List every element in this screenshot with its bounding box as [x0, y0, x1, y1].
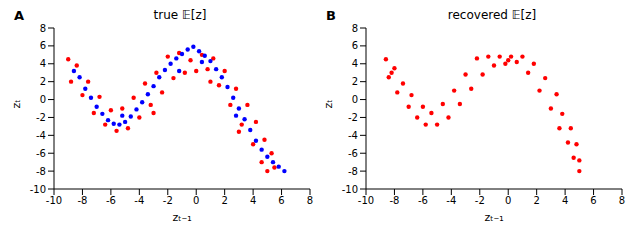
svg-text:2: 2: [221, 195, 227, 206]
svg-text:-4: -4: [446, 195, 456, 206]
svg-text:-2: -2: [348, 112, 358, 123]
svg-text:zₜ: zₜ: [322, 99, 335, 108]
svg-text:-10: -10: [358, 195, 374, 206]
svg-text:zₜ: zₜ: [10, 99, 23, 108]
svg-text:-4: -4: [134, 195, 144, 206]
html-text:true 𝔼[z]: true 𝔼[z]: [153, 8, 207, 22]
svg-text:4: 4: [40, 58, 46, 69]
svg-text:0: 0: [193, 195, 199, 206]
svg-text:-2: -2: [163, 195, 173, 206]
html-text:A: A: [14, 8, 25, 23]
svg-text:0: 0: [352, 94, 358, 105]
html-text:B: B: [326, 8, 336, 23]
svg-text:-6: -6: [418, 195, 428, 206]
svg-text:8: 8: [307, 195, 313, 206]
svg-text:6: 6: [278, 195, 284, 206]
svg-text:8: 8: [40, 24, 46, 34]
svg-text:6: 6: [590, 195, 596, 206]
html-text:recovered 𝔼[z]: recovered 𝔼[z]: [447, 8, 537, 22]
svg-text:-10: -10: [342, 184, 358, 195]
svg-text:6: 6: [352, 40, 358, 51]
svg-text:-6: -6: [348, 148, 358, 159]
svg-text:zₜ₋₁: zₜ₋₁: [172, 211, 191, 221]
svg-text:-2: -2: [475, 195, 485, 206]
svg-text:-8: -8: [389, 195, 399, 206]
svg-text:8: 8: [619, 195, 625, 206]
svg-text:4: 4: [562, 195, 568, 206]
svg-text:-2: -2: [36, 112, 46, 123]
svg-text:-10: -10: [46, 195, 62, 206]
svg-text:0: 0: [40, 94, 46, 105]
svg-text:2: 2: [533, 195, 539, 206]
svg-text:-4: -4: [36, 130, 46, 141]
svg-text:-10: -10: [30, 184, 46, 195]
svg-text:-8: -8: [348, 166, 358, 177]
svg-text:-8: -8: [77, 195, 87, 206]
svg-text:2: 2: [40, 76, 46, 87]
svg-text:2: 2: [352, 76, 358, 87]
svg-text:-4: -4: [348, 130, 358, 141]
svg-text:4: 4: [352, 58, 358, 69]
svg-text:zₜ₋₁: zₜ₋₁: [484, 211, 503, 221]
svg-text:-6: -6: [106, 195, 116, 206]
svg-text:0: 0: [505, 195, 511, 206]
svg-text:8: 8: [352, 24, 358, 34]
svg-text:-8: -8: [36, 166, 46, 177]
svg-text:4: 4: [250, 195, 256, 206]
svg-text:6: 6: [40, 40, 46, 51]
svg-text:-6: -6: [36, 148, 46, 159]
